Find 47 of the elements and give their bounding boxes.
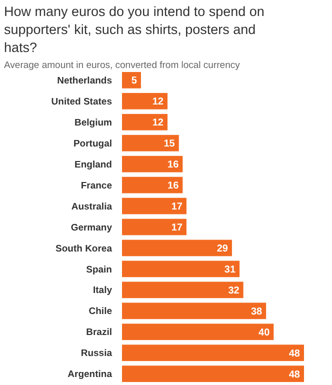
bar [122,344,304,362]
y-tick-label: Brazil [86,327,112,338]
y-tick-label: Germany [70,222,113,234]
data-label: 38 [250,306,263,318]
y-tick-label: Belgium [74,117,112,128]
bar [122,302,266,320]
bar [122,114,168,130]
data-label: 17 [171,222,183,234]
data-label: 16 [168,180,180,192]
chart-title: How many euros do you intend to spend on supporters' kit, such as shirts, posters and hats? [4,4,264,55]
data-label: 12 [152,96,164,108]
bar [122,240,232,256]
y-tick-label: South Korea [56,243,113,254]
y-tick-label: Spain [86,264,112,276]
bar [122,72,141,88]
bar [122,218,186,236]
chart-subtitle: Average amount in euros, converted from local currency [4,60,240,71]
data-label: 12 [152,118,164,129]
bar [122,366,304,382]
data-label: 31 [224,264,236,276]
bar [122,134,179,152]
y-tick-label: Australia [71,201,113,212]
data-label: 40 [258,327,270,338]
y-tick-label: England [74,159,112,170]
data-label: 48 [288,348,300,360]
bar [122,156,183,172]
y-tick-label: Portugal [73,138,112,150]
y-tick-label: Russia [80,348,113,360]
bar [122,176,183,194]
y-tick-label: Italy [92,285,113,296]
data-label: 32 [228,285,240,296]
data-label: 48 [288,369,300,380]
bar [122,282,244,298]
data-label: 29 [216,243,228,254]
bar [122,324,274,340]
y-tick-label: United States [51,96,112,108]
bar [122,260,240,278]
data-label: 15 [164,138,176,150]
y-tick-label: Netherlands [57,76,112,87]
data-label: 16 [168,160,180,171]
bar [122,92,168,110]
y-tick-label: Argentina [68,369,113,380]
data-label: 5 [131,76,138,87]
y-tick-label: France [80,180,112,192]
data-label: 17 [171,202,183,213]
bar [122,198,186,214]
y-tick-label: Chile [88,306,112,318]
